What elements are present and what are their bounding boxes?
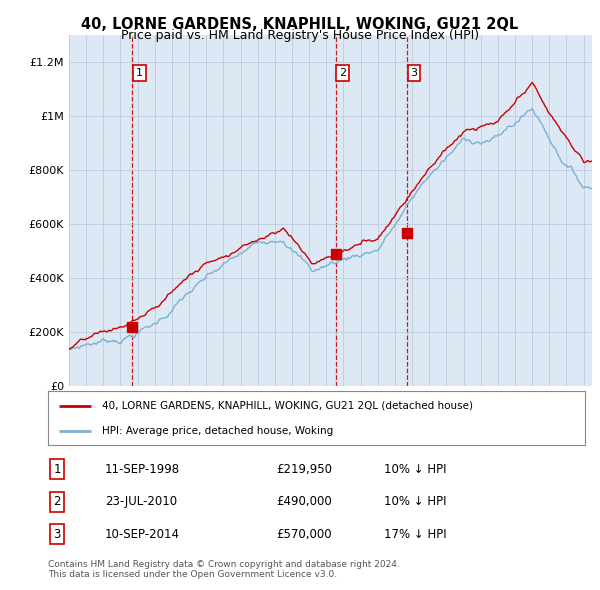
Text: 11-SEP-1998: 11-SEP-1998 <box>105 463 180 476</box>
Text: £219,950: £219,950 <box>276 463 332 476</box>
Text: 1: 1 <box>53 463 61 476</box>
Text: 3: 3 <box>410 68 418 78</box>
Text: Price paid vs. HM Land Registry's House Price Index (HPI): Price paid vs. HM Land Registry's House … <box>121 30 479 42</box>
Text: 2: 2 <box>53 495 61 509</box>
Text: £490,000: £490,000 <box>276 495 332 509</box>
Text: 10% ↓ HPI: 10% ↓ HPI <box>384 495 446 509</box>
Text: £570,000: £570,000 <box>276 527 332 541</box>
Text: 17% ↓ HPI: 17% ↓ HPI <box>384 527 446 541</box>
Text: 3: 3 <box>53 527 61 541</box>
Text: 2: 2 <box>339 68 346 78</box>
Text: 10-SEP-2014: 10-SEP-2014 <box>105 527 180 541</box>
Text: 23-JUL-2010: 23-JUL-2010 <box>105 495 177 509</box>
Text: Contains HM Land Registry data © Crown copyright and database right 2024.
This d: Contains HM Land Registry data © Crown c… <box>48 560 400 579</box>
Text: 10% ↓ HPI: 10% ↓ HPI <box>384 463 446 476</box>
Text: 1: 1 <box>136 68 143 78</box>
Text: 40, LORNE GARDENS, KNAPHILL, WOKING, GU21 2QL: 40, LORNE GARDENS, KNAPHILL, WOKING, GU2… <box>82 17 518 31</box>
Text: 40, LORNE GARDENS, KNAPHILL, WOKING, GU21 2QL (detached house): 40, LORNE GARDENS, KNAPHILL, WOKING, GU2… <box>102 401 473 411</box>
Text: HPI: Average price, detached house, Woking: HPI: Average price, detached house, Woki… <box>102 426 333 436</box>
